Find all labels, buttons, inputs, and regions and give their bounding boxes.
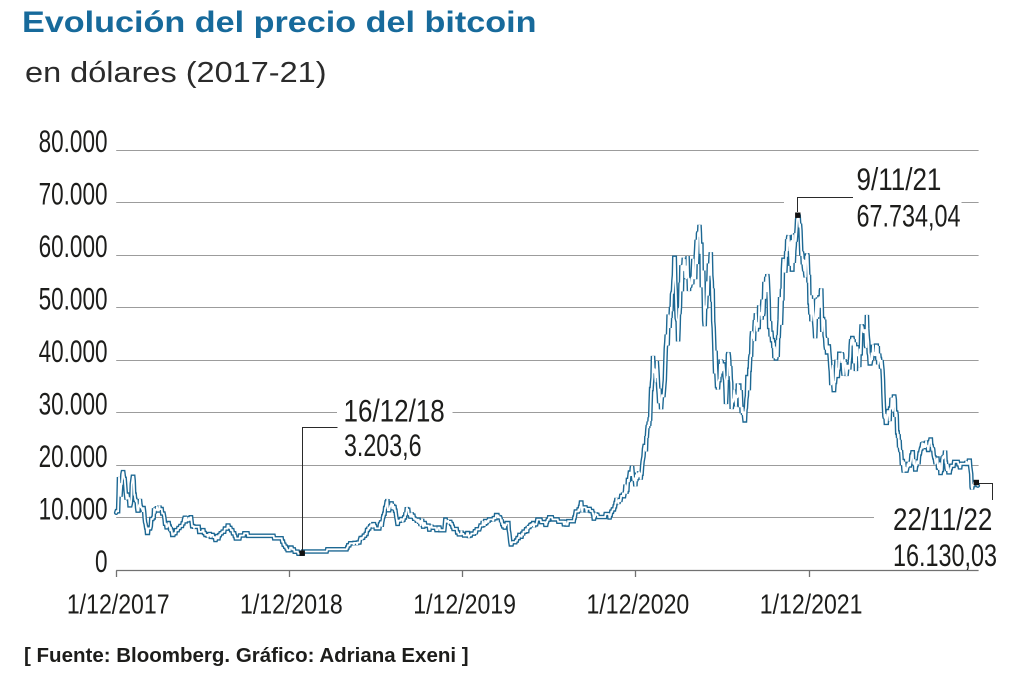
- svg-text:20.000: 20.000: [39, 438, 108, 474]
- svg-text:40.000: 40.000: [39, 333, 108, 369]
- svg-text:3.203,6: 3.203,6: [344, 427, 421, 462]
- svg-text:50.000: 50.000: [39, 281, 108, 317]
- svg-text:16/12/18: 16/12/18: [344, 394, 445, 429]
- svg-text:30.000: 30.000: [39, 386, 108, 422]
- svg-text:0: 0: [95, 543, 108, 579]
- svg-text:22/11/22: 22/11/22: [893, 503, 992, 538]
- svg-text:9/11/21: 9/11/21: [857, 163, 942, 198]
- svg-text:10.000: 10.000: [39, 491, 108, 527]
- svg-text:16.130,03: 16.130,03: [893, 538, 997, 573]
- svg-text:1/12/2018: 1/12/2018: [240, 590, 343, 621]
- svg-text:80.000: 80.000: [39, 123, 108, 159]
- svg-text:1/12/2021: 1/12/2021: [760, 590, 863, 621]
- svg-text:67.734,04: 67.734,04: [857, 198, 961, 233]
- svg-text:1/12/2020: 1/12/2020: [587, 590, 690, 621]
- svg-text:1/12/2019: 1/12/2019: [413, 590, 516, 621]
- svg-text:60.000: 60.000: [39, 228, 108, 264]
- svg-text:1/12/2017: 1/12/2017: [67, 590, 170, 621]
- svg-text:70.000: 70.000: [39, 176, 108, 212]
